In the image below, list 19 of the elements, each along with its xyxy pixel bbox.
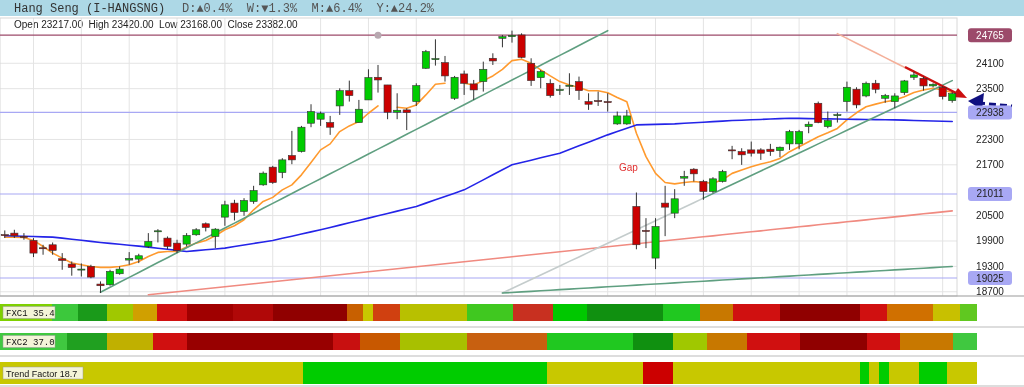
y-tick-label: 21700	[976, 159, 1005, 171]
annotation: Gap	[618, 161, 639, 173]
y-tick-label: 19300	[976, 260, 1005, 272]
y-tick-label: 22300	[976, 133, 1005, 145]
y-tick-label: 18700	[976, 286, 1005, 298]
ref-line-label: 21011	[976, 188, 1004, 200]
annotation: Open 23217.00 High 23420.00 Low 23168.00 Close 23382.00	[14, 19, 298, 30]
text: FXC2 37.0	[6, 338, 55, 348]
ref-line-label: 19025	[976, 272, 1005, 284]
ref-line-label: 24765	[976, 29, 1005, 41]
chart-title: Hang Seng (I-HANGSNG)	[14, 2, 166, 16]
chart-subtitle: D:▲0.4% W:▼1.3% M:▲6.4% Y:▲24.2%	[182, 2, 435, 16]
y-tick-label: 19900	[976, 235, 1005, 247]
y-tick-label: 24100	[976, 57, 1005, 69]
y-tick-label: 20500	[976, 210, 1005, 222]
text: FXC1 35.4	[6, 309, 55, 319]
text: Trend Factor 18.7	[6, 368, 78, 379]
ref-line-label: 22938	[976, 106, 1005, 118]
y-tick-label: 23500	[976, 83, 1005, 95]
